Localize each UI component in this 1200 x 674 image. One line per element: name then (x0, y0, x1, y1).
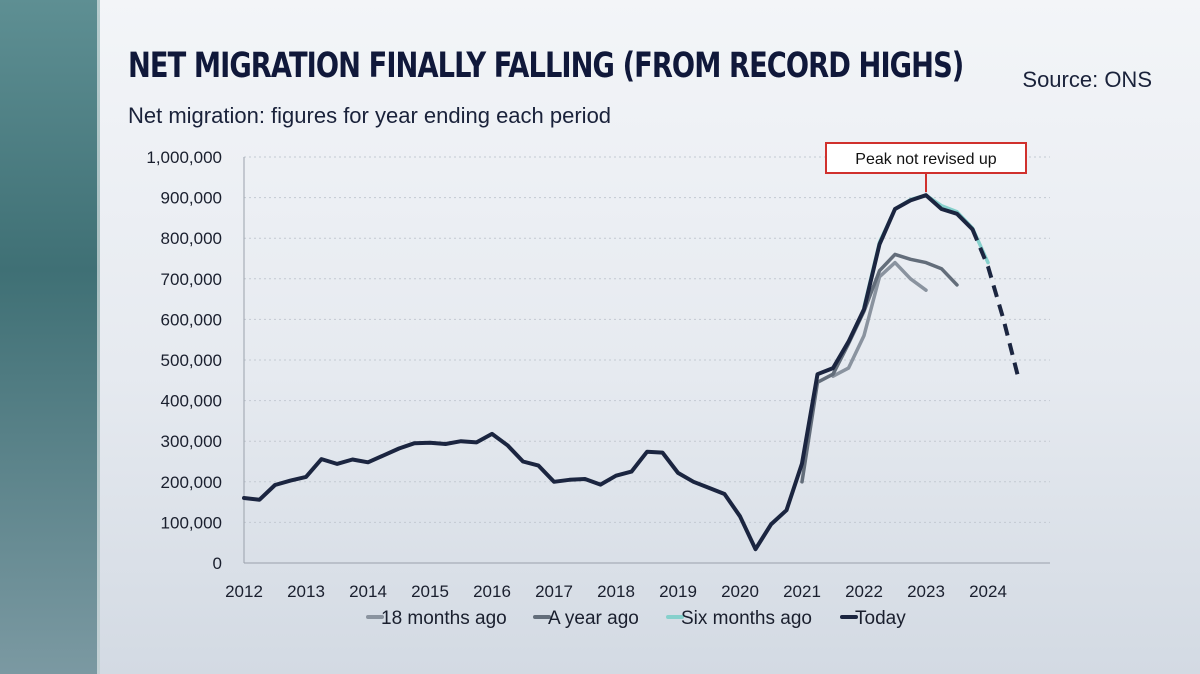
legend: 18 months ago A year ago Six months ago Tod… (366, 608, 906, 629)
legend-item-a-year-ago: A year ago (533, 608, 639, 629)
x-tick-label: 2019 (659, 582, 697, 601)
x-tick-label: 2017 (535, 582, 573, 601)
chart-subtitle: Net migration: figures for year ending e… (128, 103, 612, 128)
y-tick-label: 500,000 (161, 351, 222, 370)
y-tick-label: 200,000 (161, 473, 222, 492)
y-tick-label: 700,000 (161, 270, 222, 289)
legend-label: 18 months ago (381, 608, 507, 629)
x-tick-label: 2024 (969, 582, 1007, 601)
series-line-18-months-ago (831, 260, 928, 378)
x-tick-label: 2016 (473, 582, 511, 601)
series-lines (242, 193, 1021, 552)
side-photo-strip (0, 0, 100, 674)
x-tick-label: 2012 (225, 582, 263, 601)
legend-label: A year ago (548, 608, 639, 629)
x-tick-label: 2022 (845, 582, 883, 601)
x-tick-label: 2021 (783, 582, 821, 601)
source-label: Source: ONS (1022, 67, 1152, 92)
series-line-a-year-ago (800, 252, 959, 484)
y-axis-ticks: 0 100,000 200,000 300,000 400,000 500,000 600,… (146, 148, 222, 573)
y-tick-label: 400,000 (161, 392, 222, 411)
y-tick-label: 100,000 (161, 513, 222, 532)
series-projection-today (970, 228, 1021, 381)
annotation-box (825, 142, 1027, 174)
x-tick-label: 2015 (411, 582, 449, 601)
y-tick-label: 600,000 (161, 310, 222, 329)
gridlines (244, 156, 1050, 523)
axes (243, 157, 1050, 564)
x-tick-label: 2018 (597, 582, 635, 601)
legend-item-today: Today (840, 608, 906, 629)
x-axis-ticks: 2012 2013 2014 2015 2016 2017 2018 2019 2020 2021… (225, 582, 1007, 601)
legend-item-18-months-ago: 18 months ago (366, 608, 507, 629)
x-tick-label: 2020 (721, 582, 759, 601)
y-tick-label: 900,000 (161, 189, 222, 208)
y-tick-label: 800,000 (161, 229, 222, 248)
y-tick-label: 300,000 (161, 432, 222, 451)
y-tick-label: 0 (213, 554, 222, 573)
x-tick-label: 2014 (349, 582, 387, 601)
legend-item-six-months-ago: Six months ago (666, 608, 812, 629)
chart-title: Net migration finally falling (from reco… (128, 46, 964, 86)
legend-label: Today (855, 608, 906, 629)
annotation-label: Peak not revised up (855, 151, 997, 168)
x-tick-label: 2023 (907, 582, 945, 601)
x-tick-label: 2013 (287, 582, 325, 601)
annotation: Peak not revised up (825, 142, 1027, 193)
series-line-today (242, 193, 975, 552)
legend-label: Six months ago (681, 608, 812, 629)
y-tick-label: 1,000,000 (146, 148, 222, 167)
